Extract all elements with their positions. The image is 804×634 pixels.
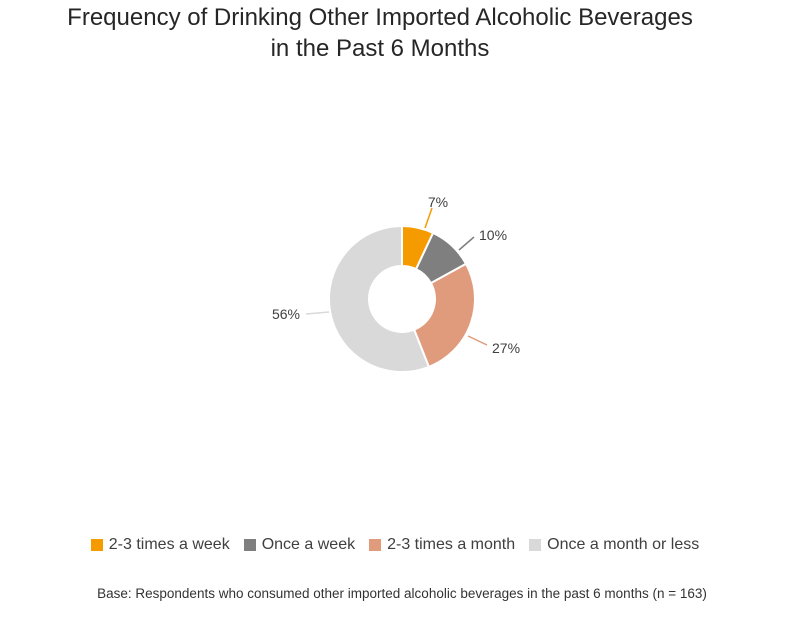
data-label-3: 56% xyxy=(272,306,300,322)
data-label-1: 10% xyxy=(479,227,507,243)
donut-slice-3 xyxy=(328,224,431,373)
legend-swatch-once-a-week xyxy=(243,539,256,551)
chart-title-line-2: in the Past 6 Months xyxy=(270,35,490,62)
chart-title: Frequency of Drinking Other Imported Alc… xyxy=(0,2,760,64)
donut-slice-2 xyxy=(412,262,476,369)
legend-item-once-a-month-or-less: Once a month or less xyxy=(529,536,699,554)
leader-line-3 xyxy=(305,311,330,315)
legend-label: Once a month or less xyxy=(547,536,700,553)
data-label-0: 7% xyxy=(428,194,448,210)
leader-line-0 xyxy=(424,207,433,229)
legend-swatch-once-a-month-or-less xyxy=(529,539,542,551)
chart-title-line-1: Frequency of Drinking Other Imported Alc… xyxy=(67,4,693,31)
legend-label: 2-3 times a month xyxy=(387,536,516,553)
legend-swatch-2-3-times-a-week xyxy=(90,539,103,551)
chart-legend: 2-3 times a week Once a week 2-3 times a… xyxy=(0,536,790,554)
legend-item-once-a-week: Once a week xyxy=(243,536,356,554)
legend-label: Once a week xyxy=(261,536,356,553)
donut-chart: 7% 10% 27% 56% xyxy=(272,194,520,373)
data-label-2: 27% xyxy=(492,340,520,356)
base-footnote: Base: Respondents who consumed other imp… xyxy=(97,586,707,601)
leader-line-2 xyxy=(467,335,488,346)
legend-item-2-3-times-a-week: 2-3 times a week xyxy=(90,536,230,554)
legend-item-2-3-times-a-month: 2-3 times a month xyxy=(369,536,515,554)
legend-swatch-2-3-times-a-month xyxy=(369,539,382,551)
legend-label: 2-3 times a week xyxy=(108,536,230,553)
leader-line-1 xyxy=(458,236,475,251)
